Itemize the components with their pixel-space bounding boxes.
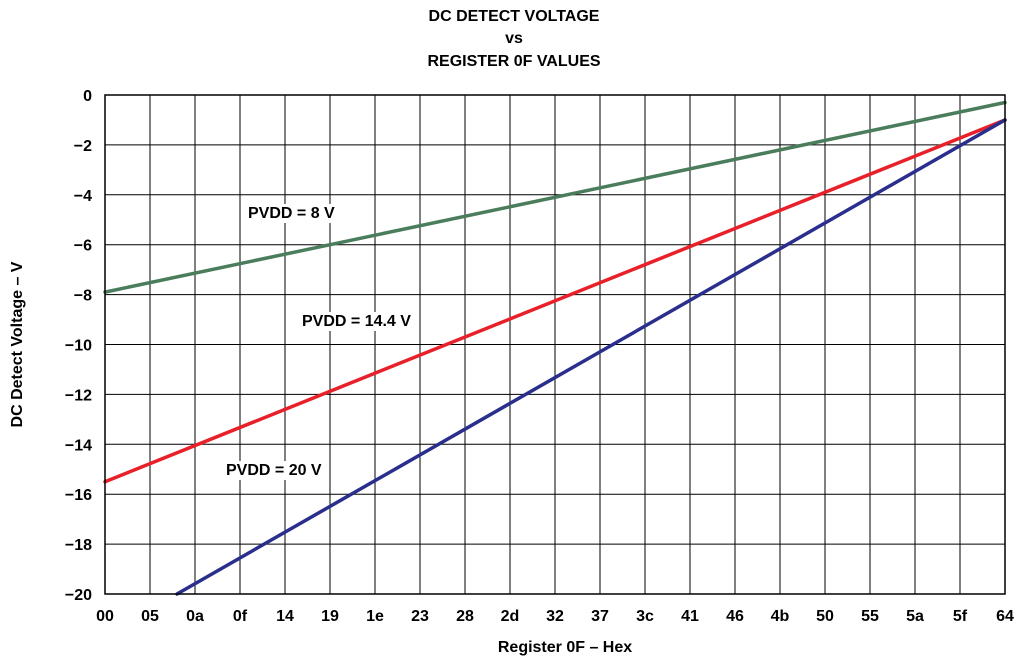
x-tick-label: 1e	[366, 608, 384, 625]
series-label-3: PVDD = 20 V	[226, 462, 322, 479]
x-tick-label: 23	[411, 608, 429, 625]
x-tick-label: 0f	[233, 608, 248, 625]
y-tick-label: −4	[74, 188, 92, 205]
x-tick-labels: 00 05 0a 0f 14 19 1e 23 28 2d 32 37 3c 41 46 4b 50 55 5a 5f…	[96, 608, 1014, 625]
x-tick-label: 64	[996, 608, 1014, 625]
x-tick-label: 32	[546, 608, 564, 625]
y-tick-label: 0	[83, 88, 92, 105]
y-tick-label: −12	[65, 387, 92, 404]
x-tick-label: 2d	[501, 608, 520, 625]
y-tick-labels: 0 −2 −4 −6 −8 −10 −12 −14 −16 −18 −20	[65, 88, 92, 604]
y-tick-label: −8	[74, 288, 92, 305]
x-tick-label: 46	[726, 608, 744, 625]
x-axis-title: Register 0F – Hex	[498, 639, 632, 656]
x-tick-label: 37	[591, 608, 609, 625]
x-tick-label: 0a	[186, 608, 204, 625]
y-tick-label: −18	[65, 537, 92, 554]
grid-lines	[105, 95, 1005, 594]
x-tick-label: 28	[456, 608, 474, 625]
x-tick-label: 4b	[771, 608, 790, 625]
y-axis-title: DC Detect Voltage – V	[9, 261, 26, 427]
y-tick-label: −2	[74, 138, 92, 155]
y-tick-label: −20	[65, 587, 92, 604]
x-tick-label: 50	[816, 608, 834, 625]
x-tick-label: 14	[276, 608, 294, 625]
y-tick-label: −6	[74, 238, 92, 255]
x-tick-label: 41	[681, 608, 699, 625]
x-tick-label: 5a	[906, 608, 924, 625]
series-label-1: PVDD = 8 V	[248, 205, 335, 222]
x-tick-label: 5f	[953, 608, 968, 625]
y-tick-label: −10	[65, 338, 92, 355]
y-tick-label: −14	[65, 437, 92, 454]
x-tick-label: 55	[861, 608, 879, 625]
x-tick-label: 19	[321, 608, 339, 625]
x-tick-label: 05	[141, 608, 159, 625]
x-tick-label: 00	[96, 608, 114, 625]
x-tick-label: 3c	[636, 608, 654, 625]
y-tick-label: −16	[65, 487, 92, 504]
series-label-2: PVDD = 14.4 V	[302, 313, 411, 330]
